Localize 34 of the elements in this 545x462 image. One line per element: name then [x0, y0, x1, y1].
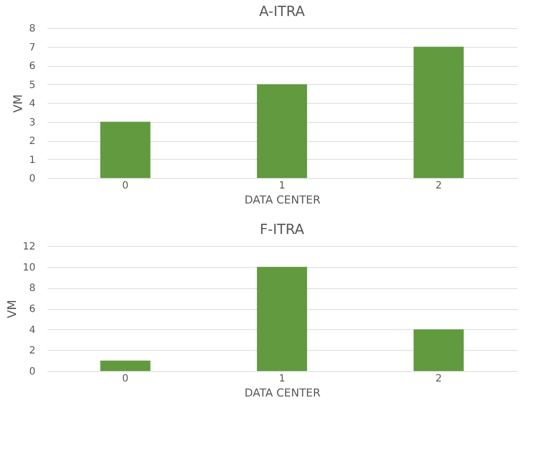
chart-title: A-ITRA — [259, 4, 306, 20]
y-tick-label: 4 — [29, 324, 36, 336]
bar — [100, 122, 150, 178]
y-tick-label: 6 — [29, 304, 36, 315]
y-tick-label: 3 — [29, 117, 36, 128]
y-tick-label: 8 — [29, 283, 36, 294]
bar — [414, 46, 464, 178]
x-tick-label: 0 — [122, 180, 129, 192]
y-tick-label: 0 — [29, 174, 36, 184]
x-tick-label: 0 — [122, 374, 129, 384]
y-tick-label: 5 — [29, 80, 36, 91]
y-tick-label: 7 — [29, 42, 36, 54]
bar — [256, 266, 308, 371]
y-tick-label: 6 — [29, 61, 36, 72]
y-axis-title: VM — [11, 94, 26, 113]
y-tick-label: 1 — [29, 154, 36, 166]
chart-title: F-ITRA — [260, 222, 305, 238]
y-tick-label: 0 — [29, 366, 36, 378]
x-tick-label: 1 — [278, 180, 286, 192]
x-axis-title: DATA CENTER — [244, 194, 321, 206]
bar — [414, 329, 464, 371]
bar — [100, 360, 150, 371]
y-tick-label: 2 — [29, 136, 36, 147]
y-tick-label: 2 — [29, 346, 36, 357]
y-axis-title: VM — [4, 300, 19, 318]
x-tick-label: 1 — [278, 374, 286, 384]
bar — [256, 84, 308, 178]
x-tick-label: 2 — [435, 180, 442, 192]
x-axis-title: DATA CENTER — [244, 386, 321, 400]
y-tick-label: 8 — [29, 24, 36, 34]
y-tick-label: 10 — [22, 262, 36, 274]
y-tick-label: 4 — [29, 98, 36, 110]
x-tick-label: 2 — [435, 374, 442, 384]
y-tick-label: 12 — [22, 242, 36, 252]
